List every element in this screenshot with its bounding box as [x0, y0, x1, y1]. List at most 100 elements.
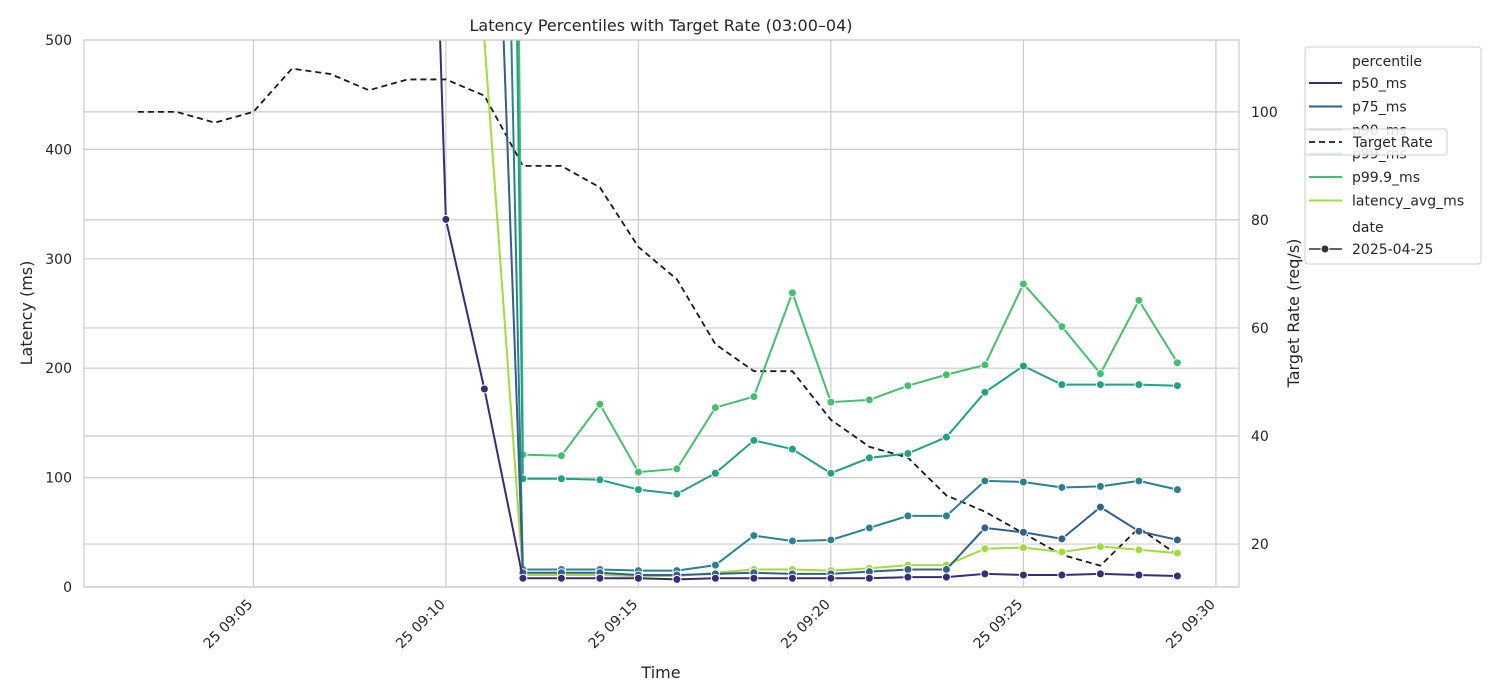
data-point-p99_9_ms	[787, 288, 797, 298]
series-p99_9_ms	[518, 40, 1182, 477]
data-point-p99_9_ms	[1134, 295, 1144, 305]
legend-label-latency_avg_ms: latency_avg_ms	[1352, 194, 1464, 210]
legend-style-title: date	[1352, 220, 1384, 236]
y2-tick-label: 40	[1251, 429, 1269, 445]
y-axis-title: Latency (ms)	[17, 261, 36, 366]
data-point-p50_ms	[903, 572, 913, 582]
data-point-p50_ms	[518, 573, 528, 583]
x-tick-label: 25 09:05	[201, 597, 257, 653]
legend-label-p99_9_ms: p99.9_ms	[1352, 170, 1420, 186]
data-point-p75_ms	[1172, 535, 1182, 545]
data-point-p99_9_ms	[556, 451, 566, 461]
data-point-p99_ms	[1057, 380, 1067, 390]
y-tick-label: 300	[45, 252, 72, 268]
data-point-p50_ms	[1134, 570, 1144, 580]
data-point-p99_9_ms	[1018, 279, 1028, 289]
x-tick-label: 25 09:15	[586, 597, 642, 653]
data-point-p50_ms	[864, 573, 874, 583]
series-p99_ms	[516, 40, 1182, 499]
data-point-p50_ms	[980, 569, 990, 579]
data-point-p99_ms	[595, 475, 605, 485]
data-point-p99_ms	[941, 432, 951, 442]
data-point-p75_ms	[1134, 526, 1144, 536]
y2-axis-title: Target Rate (req/s)	[1284, 239, 1303, 389]
data-point-p90_ms	[826, 535, 836, 545]
y2-tick-label: 20	[1251, 537, 1269, 553]
data-point-p50_ms	[826, 573, 836, 583]
series-latency_avg_ms	[483, 40, 1182, 581]
data-point-p99_9_ms	[1057, 322, 1067, 332]
y-tick-label: 100	[45, 471, 72, 487]
data-point-p99_9_ms	[980, 360, 990, 370]
data-point-p99_ms	[826, 468, 836, 478]
data-point-p99_9_ms	[1172, 358, 1182, 368]
series-line-p99_9_ms	[518, 40, 1179, 474]
data-point-p75_ms	[941, 564, 951, 574]
data-point-p99_9_ms	[941, 370, 951, 380]
data-point-latency_avg_ms	[1095, 542, 1105, 552]
legend-label-p75_ms: p75_ms	[1352, 100, 1407, 116]
y-tick-label: 200	[45, 361, 72, 377]
data-point-p99_9_ms	[672, 464, 682, 474]
data-point-p50_ms	[1057, 570, 1067, 580]
y2-tick-label: 80	[1251, 213, 1269, 229]
data-point-p99_9_ms	[1095, 369, 1105, 379]
data-point-p50_ms	[556, 573, 566, 583]
data-point-p99_ms	[1095, 380, 1105, 390]
y-tick-label: 400	[45, 142, 72, 158]
data-point-p99_9_ms	[595, 399, 605, 409]
data-point-p99_9_ms	[864, 395, 874, 405]
data-point-p99_9_ms	[826, 397, 836, 407]
data-point-p99_ms	[1172, 381, 1182, 391]
data-point-p99_9_ms	[903, 381, 913, 391]
series-line-p75_ms	[502, 40, 1178, 576]
data-point-p90_ms	[1057, 482, 1067, 492]
plot-frame	[83, 39, 1240, 588]
series-p75_ms	[502, 40, 1182, 580]
data-point-p75_ms	[980, 523, 990, 533]
legend-target-label: Target Rate	[1352, 135, 1433, 151]
data-point-latency_avg_ms	[980, 544, 990, 554]
data-point-p99_ms	[903, 449, 913, 459]
data-point-p99_ms	[980, 387, 990, 397]
data-point-p99_ms	[710, 468, 720, 478]
data-point-p50_ms	[1095, 569, 1105, 579]
x-tick-label: 25 09:25	[971, 597, 1027, 653]
data-point-p50_ms	[479, 384, 489, 394]
grid	[84, 39, 1239, 588]
x-tick-label: 25 09:30	[1163, 597, 1219, 653]
data-point-p50_ms	[595, 573, 605, 583]
y-tick-label: 0	[63, 580, 72, 596]
x-tick-label: 25 09:20	[778, 597, 834, 653]
data-point-p99_ms	[864, 453, 874, 463]
data-point-p90_ms	[941, 511, 951, 521]
x-tick-label: 25 09:10	[393, 597, 449, 653]
y2-tick-label: 100	[1251, 105, 1278, 121]
data-point-latency_avg_ms	[1018, 543, 1028, 553]
series-p90_ms	[510, 40, 1182, 576]
data-point-p90_ms	[787, 536, 797, 546]
y2-tick-label: 60	[1251, 321, 1269, 337]
legend-target-rate: Target Rate	[1304, 128, 1448, 156]
y-tick-label: 500	[45, 33, 72, 49]
series-line-p99_ms	[516, 40, 1178, 496]
data-point-p75_ms	[903, 564, 913, 574]
legend-style-item: 2025-04-25	[1352, 242, 1433, 258]
data-point-p75_ms	[1018, 527, 1028, 537]
data-point-p50_ms	[633, 573, 643, 583]
target-rate-layer	[137, 67, 1178, 567]
data-point-p50_ms	[941, 572, 951, 582]
series-line-p90_ms	[510, 40, 1178, 572]
data-point-p99_9_ms	[749, 392, 759, 402]
data-point-p50_ms	[1018, 570, 1028, 580]
data-point-p50_ms	[672, 574, 682, 584]
data-point-p90_ms	[980, 476, 990, 486]
data-point-latency_avg_ms	[1057, 547, 1067, 557]
data-point-p90_ms	[1134, 476, 1144, 486]
data-point-p99_ms	[556, 474, 566, 484]
axis-layer: 25 09:05 25 09:10 25 09:15 25 09:20 25 09:25…	[45, 33, 1277, 652]
series-line-p50_ms	[439, 40, 1178, 581]
data-point-p99_ms	[1134, 380, 1144, 390]
data-point-p50_ms	[1172, 571, 1182, 581]
